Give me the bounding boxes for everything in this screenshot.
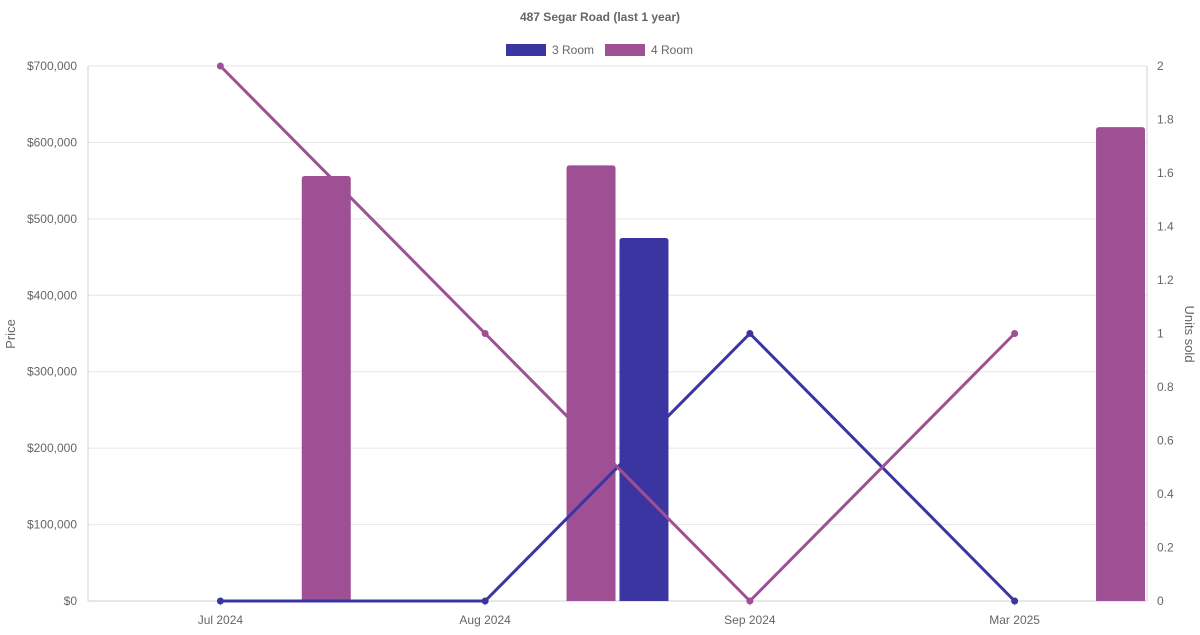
point-3-room [216, 597, 224, 605]
y-left-tick-label: $400,000 [27, 288, 77, 302]
bar-4-room [301, 176, 351, 602]
y-right-tick-label: 2 [1157, 59, 1164, 73]
point-4-room [746, 597, 754, 605]
point-3-room [746, 330, 754, 337]
y-left-tick-label: $200,000 [27, 441, 77, 455]
point-3-room [481, 597, 489, 605]
x-tick-label: Mar 2025 [989, 613, 1040, 627]
line-4-room [219, 64, 1016, 603]
y-left-tick-label: $300,000 [27, 365, 77, 379]
x-tick-label: Aug 2024 [459, 613, 511, 627]
y-right-axis-label: Units sold [1182, 305, 1197, 362]
legend-label: 3 Room [552, 43, 594, 57]
y-right-tick-label: 0.6 [1157, 434, 1174, 448]
legend-swatch [605, 44, 645, 56]
y-right-tick-label: 0.2 [1157, 541, 1174, 555]
y-left-tick-label: $700,000 [27, 59, 77, 73]
y-left-axis: $0 $100,000 $200,000 $300,000 $400,000 $500,0… [27, 59, 77, 608]
grid [87, 65, 1148, 602]
y-right-tick-label: 1.2 [1157, 273, 1174, 287]
y-right-tick-label: 1.8 [1157, 113, 1174, 127]
y-right-tick-label: 0 [1157, 594, 1164, 608]
chart-title: 487 Segar Road (last 1 year) [520, 10, 680, 24]
x-tick-label: Jul 2024 [198, 613, 244, 627]
y-left-tick-label: $500,000 [27, 212, 77, 226]
y-right-tick-label: 0.8 [1157, 380, 1174, 394]
point-4-room [1011, 330, 1019, 337]
y-right-tick-label: 1 [1157, 327, 1164, 341]
x-tick-label: Sep 2024 [724, 613, 776, 627]
point-4-room [216, 62, 224, 70]
bar-4-room [1096, 127, 1146, 602]
x-axis: Jul 2024 Aug 2024 Sep 2024 Mar 2025 [198, 601, 1040, 627]
y-left-tick-label: $0 [64, 594, 78, 608]
bar-4-room [566, 165, 616, 601]
bars [301, 127, 1146, 602]
legend-swatch [506, 44, 546, 56]
y-right-tick-label: 1.4 [1157, 220, 1174, 234]
point-3-room [1011, 597, 1019, 605]
y-right-tick-label: 0.4 [1157, 487, 1174, 501]
legend-label: 4 Room [651, 43, 693, 57]
y-right-tick-label: 1.6 [1157, 166, 1174, 180]
legend: 3 Room 4 Room [506, 43, 693, 57]
lines [216, 62, 1019, 605]
y-right-axis: 0 0.2 0.4 0.6 0.8 1 1.2 1.4 1.6 1.8 2 [1157, 59, 1174, 608]
y-left-tick-label: $100,000 [27, 518, 77, 532]
point-4-room [481, 330, 489, 337]
y-left-tick-label: $600,000 [27, 135, 77, 149]
bar-3-room [619, 237, 669, 601]
y-left-axis-label: Price [3, 319, 18, 349]
